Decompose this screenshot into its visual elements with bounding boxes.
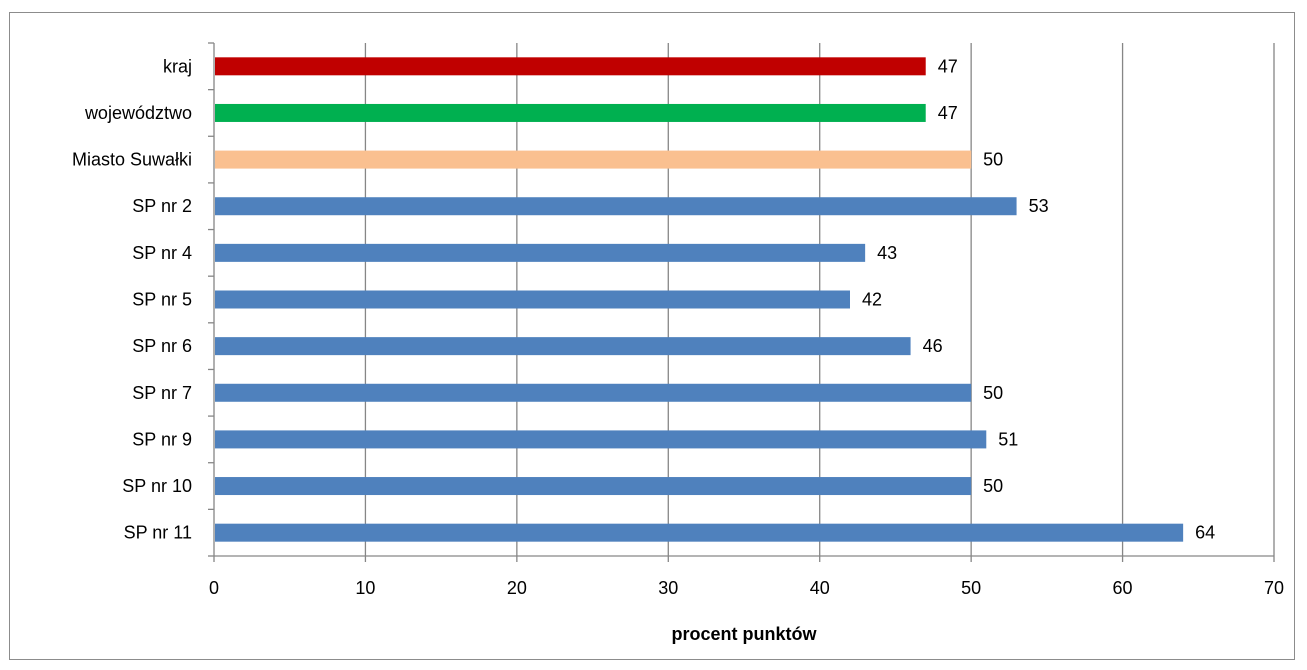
x-tick-label-60: 60 bbox=[1113, 578, 1133, 598]
x-tick-label-0: 0 bbox=[209, 578, 219, 598]
x-axis-title: procent punktów bbox=[672, 624, 818, 644]
bar-10 bbox=[215, 523, 1184, 542]
bar-9 bbox=[215, 477, 972, 496]
bar-7 bbox=[215, 383, 972, 402]
bar-5 bbox=[215, 290, 850, 309]
category-label-3: SP nr 2 bbox=[132, 196, 192, 216]
axes bbox=[208, 42, 1275, 562]
data-label-6: 46 bbox=[923, 336, 943, 356]
category-label-1: województwo bbox=[84, 103, 192, 123]
data-label-8: 51 bbox=[998, 429, 1018, 449]
bar-3 bbox=[215, 197, 1017, 216]
x-tick-label-40: 40 bbox=[810, 578, 830, 598]
category-label-0: kraj bbox=[163, 56, 192, 76]
bars bbox=[215, 57, 1184, 542]
labels: 0 10 20 30 40 50 60 70 kraj 47 województwo 47 Miasto… bbox=[72, 56, 1284, 598]
category-label-8: SP nr 9 bbox=[132, 429, 192, 449]
category-label-9: SP nr 10 bbox=[122, 476, 192, 496]
bar-8 bbox=[215, 430, 987, 449]
category-label-6: SP nr 6 bbox=[132, 336, 192, 356]
category-label-2: Miasto Suwałki bbox=[72, 150, 192, 170]
data-label-7: 50 bbox=[983, 383, 1003, 403]
data-label-0: 47 bbox=[938, 56, 958, 76]
category-label-4: SP nr 4 bbox=[132, 243, 192, 263]
x-tick-label-70: 70 bbox=[1264, 578, 1284, 598]
x-tick-label-50: 50 bbox=[961, 578, 981, 598]
data-label-1: 47 bbox=[938, 103, 958, 123]
bar-6 bbox=[215, 337, 911, 356]
x-tick-label-10: 10 bbox=[355, 578, 375, 598]
data-label-9: 50 bbox=[983, 476, 1003, 496]
x-tick-label-20: 20 bbox=[507, 578, 527, 598]
x-tick-label-30: 30 bbox=[658, 578, 678, 598]
data-label-3: 53 bbox=[1029, 196, 1049, 216]
data-label-10: 64 bbox=[1195, 523, 1215, 543]
data-label-5: 42 bbox=[862, 290, 882, 310]
data-label-2: 50 bbox=[983, 150, 1003, 170]
bar-0 bbox=[215, 57, 926, 76]
category-label-10: SP nr 11 bbox=[124, 523, 192, 543]
bar-2 bbox=[215, 150, 972, 169]
bar-1 bbox=[215, 103, 926, 122]
category-label-7: SP nr 7 bbox=[132, 383, 192, 403]
gridlines bbox=[364, 43, 1275, 556]
data-label-4: 43 bbox=[877, 243, 897, 263]
category-label-5: SP nr 5 bbox=[132, 290, 192, 310]
bar-4 bbox=[215, 243, 866, 262]
